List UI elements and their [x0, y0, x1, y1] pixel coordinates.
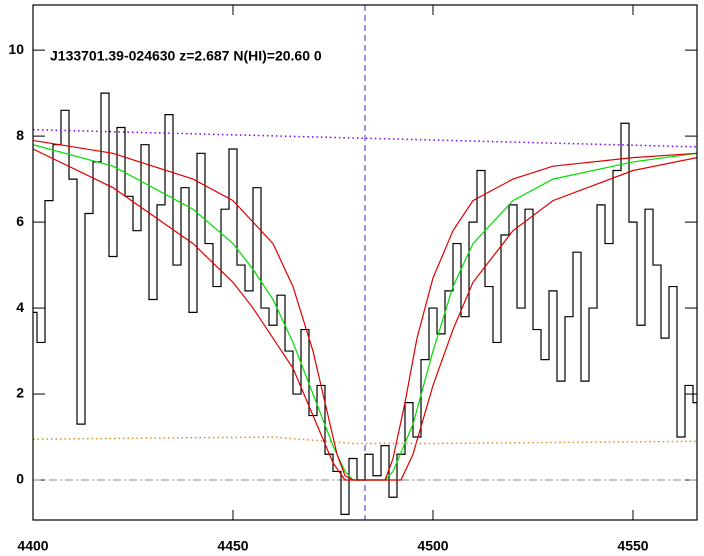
- x-tick-label: 4500: [417, 538, 448, 554]
- y-tick-label: 10: [8, 41, 24, 57]
- plot-frame: [32, 4, 698, 521]
- y-tick-label: 2: [16, 385, 24, 401]
- series-line: [33, 128, 697, 148]
- x-tick-label: 4400: [17, 538, 48, 554]
- x-tick-label: 4550: [617, 538, 648, 554]
- x-tick-label: 4450: [217, 538, 248, 554]
- chart-title: J133701.39-024630 z=2.687 N(HI)=20.60 0: [50, 48, 322, 64]
- y-tick-label: 4: [16, 299, 24, 315]
- series-line: [33, 92, 697, 516]
- y-tick-label: 0: [16, 471, 24, 487]
- y-tick-label: 6: [16, 213, 24, 229]
- series-line: [33, 148, 697, 481]
- y-tick-label: 8: [16, 127, 24, 143]
- series-line: [33, 436, 697, 445]
